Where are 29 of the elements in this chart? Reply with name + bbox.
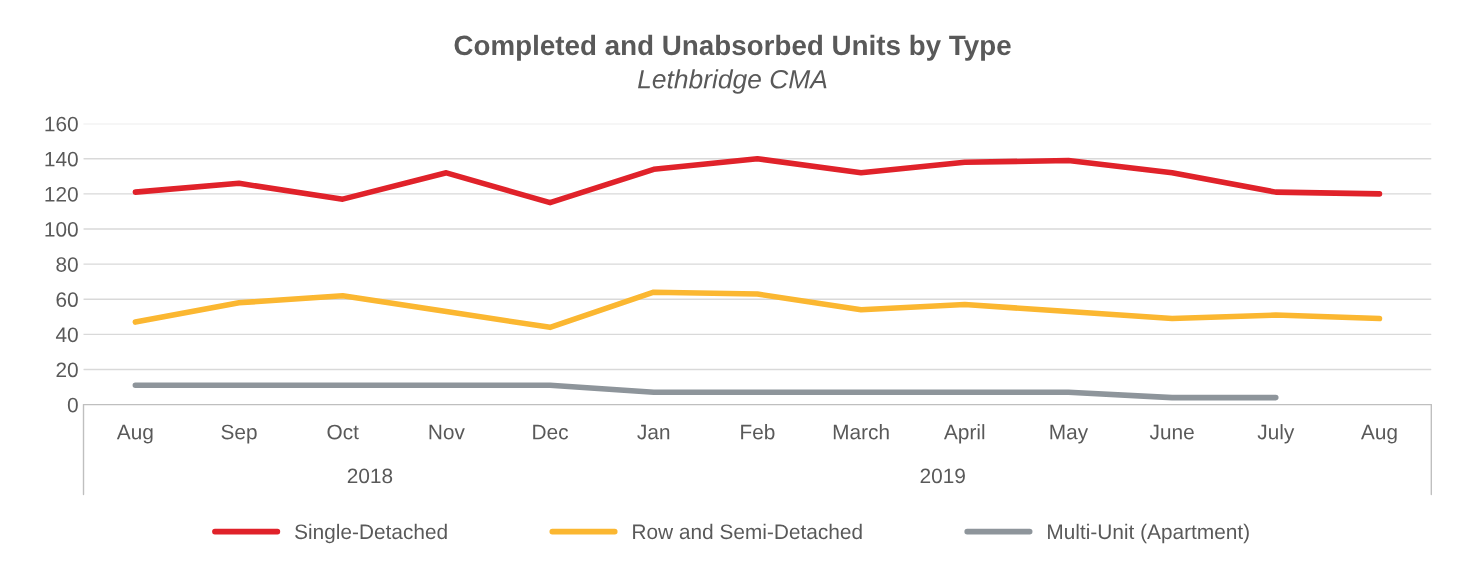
x-tick-label: Nov: [429, 424, 465, 440]
y-tick-label: 0: [67, 397, 78, 413]
x-tick-label: July: [1257, 424, 1295, 444]
x-tick-label: Sep: [221, 424, 257, 444]
legend-label: Row and Semi-Detached: [633, 523, 862, 540]
y-tick-label: 80: [56, 257, 78, 272]
x-tick-label: Jan: [637, 424, 670, 440]
y-tick-label: 100: [45, 222, 78, 237]
legend-label: Multi-Unit (Apartment): [1048, 523, 1249, 544]
y-tick-label: 40: [55, 327, 78, 343]
x-tick-label: Dec: [533, 424, 569, 440]
text: 2018: [347, 468, 393, 484]
y-tick-label: 60: [56, 292, 78, 308]
y-tick-label: 120: [45, 186, 78, 202]
chart-title: Completed and Unabsorbed Units by Type: [454, 34, 1011, 61]
chart-subtitle: Lethbridge CMA: [637, 69, 827, 94]
x-tick-label: Aug: [116, 424, 153, 444]
legend-label: Single-Detached: [295, 523, 447, 544]
y-tick-label: 20: [56, 362, 78, 378]
x-tick-label: May: [1050, 424, 1089, 444]
x-tick-label: March: [833, 424, 889, 440]
y-tick-label: 160: [45, 116, 78, 132]
x-tick-label: April: [943, 424, 985, 444]
y-tick-label: 140: [45, 151, 78, 167]
x-tick-label: Oct: [327, 424, 359, 440]
x-tick-label: Aug: [1360, 424, 1397, 444]
x-tick-label: June: [1149, 424, 1194, 440]
x-tick-label: Feb: [741, 424, 775, 440]
text: 2019: [920, 468, 965, 484]
